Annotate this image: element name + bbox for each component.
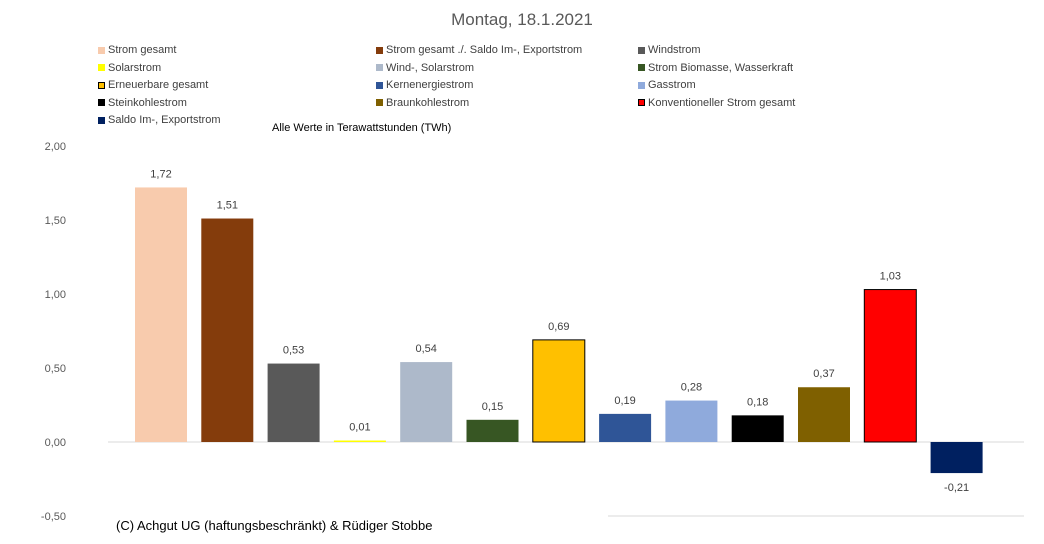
legend-item: Steinkohlestrom xyxy=(98,97,187,109)
legend-swatch xyxy=(638,99,645,107)
data-label: 1,51 xyxy=(217,200,238,212)
data-label: 0,37 xyxy=(813,368,834,380)
legend-item: Gasstrom xyxy=(638,79,696,91)
legend-label: Strom gesamt ./. Saldo Im-, Exportstrom xyxy=(386,44,583,56)
data-label: 0,15 xyxy=(482,401,503,413)
data-label: 1,72 xyxy=(150,168,171,180)
legend-item: Braunkohlestrom xyxy=(376,97,469,109)
legend-label: Gasstrom xyxy=(648,79,696,92)
legend-item: Erneuerbare gesamt xyxy=(98,79,208,91)
legend-swatch xyxy=(638,46,645,54)
legend-label: Wind-, Solarstrom xyxy=(386,61,475,74)
legend-label: Windstrom xyxy=(648,44,701,56)
legend-label: Strom gesamt xyxy=(108,44,177,56)
legend-swatch xyxy=(98,116,105,124)
data-label: 0,28 xyxy=(681,382,702,394)
bar xyxy=(201,218,254,442)
y-tick-label: 2,00 xyxy=(45,141,66,153)
legend-label: Steinkohlestrom xyxy=(108,96,187,109)
data-label: 0,69 xyxy=(548,321,569,333)
data-label: 0,18 xyxy=(747,396,768,408)
legend-swatch xyxy=(376,64,383,72)
data-label: 1,03 xyxy=(880,271,901,283)
legend-swatch xyxy=(98,81,105,89)
legend-label: Konventioneller Strom gesamt xyxy=(648,96,796,109)
bar xyxy=(135,187,187,442)
data-label: -0,21 xyxy=(944,482,969,494)
bar xyxy=(665,400,718,442)
legend-label: Erneuerbare gesamt xyxy=(108,79,209,92)
unit-note: Alle Werte in Terawattstunden (TWh) xyxy=(272,122,452,134)
legend-swatch xyxy=(98,64,105,72)
legend-swatch xyxy=(98,99,105,107)
legend-swatch xyxy=(376,99,383,107)
bar xyxy=(532,339,586,443)
legend-swatch xyxy=(376,46,383,54)
legend-item: Saldo Im-, Exportstrom xyxy=(98,114,220,126)
legend-item: Kernenergiestrom xyxy=(376,79,473,91)
legend-item: Windstrom xyxy=(638,44,701,56)
legend-item: Solarstrom xyxy=(98,62,161,74)
legend-swatch xyxy=(638,81,645,89)
data-label: 0,53 xyxy=(283,345,304,357)
y-tick-label: 0,00 xyxy=(45,437,66,449)
data-label: 0,19 xyxy=(614,395,635,407)
legend-label: Saldo Im-, Exportstrom xyxy=(108,114,221,127)
legend-item: Konventioneller Strom gesamt xyxy=(638,97,795,109)
legend-label: Braunkohlestrom xyxy=(386,96,470,109)
y-tick-label: 0,50 xyxy=(45,363,66,375)
y-tick-label: 1,50 xyxy=(45,215,66,227)
legend-item: Strom Biomasse, Wasserkraft xyxy=(638,62,793,74)
legend-swatch xyxy=(376,81,383,89)
legend-label: Strom Biomasse, Wasserkraft xyxy=(648,61,794,74)
data-label: 0,01 xyxy=(349,422,370,434)
chart-title: Montag, 18.1.2021 xyxy=(451,10,593,29)
bar xyxy=(267,363,320,442)
legend-item: Strom gesamt ./. Saldo Im-, Exportstrom xyxy=(376,44,582,56)
legend-item: Wind-, Solarstrom xyxy=(376,62,474,74)
bar xyxy=(798,387,850,442)
legend-label: Kernenergiestrom xyxy=(386,79,474,92)
bar xyxy=(731,415,784,442)
legend-swatch xyxy=(638,64,645,72)
bar xyxy=(333,440,386,442)
legend-label: Solarstrom xyxy=(108,61,162,74)
y-tick-label: -0,50 xyxy=(41,511,66,523)
y-tick-label: 1,00 xyxy=(45,289,66,301)
copyright-text: (C) Achgut UG (haftungsbeschränkt) & Rüd… xyxy=(116,518,601,533)
bar xyxy=(466,419,519,442)
bar xyxy=(930,442,983,474)
legend-swatch xyxy=(98,46,105,54)
bar xyxy=(599,413,652,442)
data-label: 0,54 xyxy=(415,343,436,355)
bar xyxy=(400,362,453,442)
bar xyxy=(863,289,917,443)
legend-item: Strom gesamt xyxy=(98,44,176,56)
